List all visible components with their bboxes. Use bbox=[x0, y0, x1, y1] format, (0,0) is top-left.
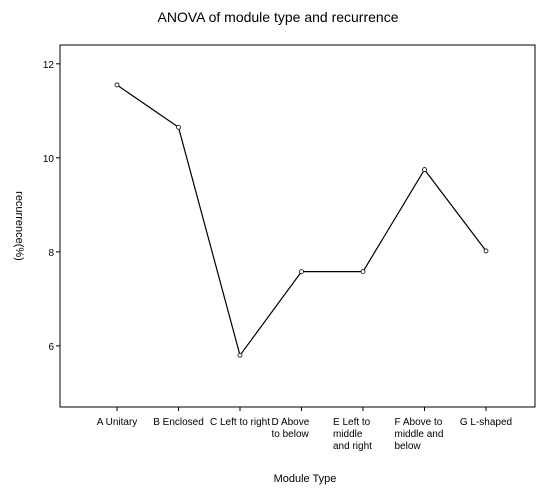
data-point bbox=[176, 124, 181, 130]
y-tick-label: 6 bbox=[48, 342, 54, 353]
y-axis-title: recurrence(%) bbox=[13, 191, 25, 261]
x-tick-label: G L-shaped bbox=[460, 417, 512, 428]
plot-frame bbox=[59, 44, 536, 408]
data-point bbox=[360, 269, 366, 275]
data-point bbox=[299, 269, 304, 275]
y-tick-label: 8 bbox=[48, 248, 54, 259]
y-tick-label: 10 bbox=[43, 154, 55, 165]
x-tick-label: B Enclosed bbox=[153, 417, 204, 428]
series-markers bbox=[114, 82, 489, 358]
data-point bbox=[114, 82, 120, 88]
x-tick-label: F Above to middle and below bbox=[395, 417, 444, 452]
x-axis-title: Module Type bbox=[274, 473, 337, 485]
y-axis: 6 8 10 12 bbox=[43, 60, 60, 353]
chart-title: ANOVA of module type and recurrence bbox=[158, 9, 399, 25]
x-tick-label: A Unitary bbox=[97, 417, 138, 428]
x-tick-label: C Left to right bbox=[210, 417, 270, 428]
data-point bbox=[483, 248, 489, 254]
x-tick-label: D Above to below bbox=[272, 417, 310, 440]
data-point bbox=[422, 167, 427, 172]
x-axis: A Unitary B Enclosed C Left to right D Abov… bbox=[97, 407, 512, 452]
data-point bbox=[237, 352, 243, 358]
series-line bbox=[116, 84, 487, 357]
y-tick-label: 12 bbox=[43, 60, 55, 71]
x-tick-label: E Left to middle and right bbox=[333, 417, 372, 452]
